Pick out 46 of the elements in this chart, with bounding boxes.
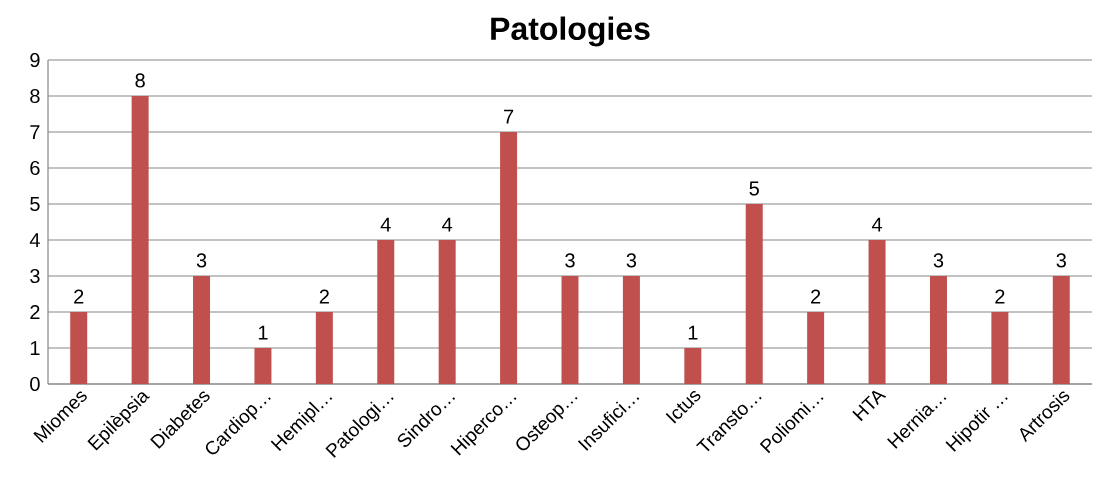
data-label: 4 [380,217,391,232]
y-tick-label: 6 [30,160,40,176]
data-label: 3 [565,253,575,268]
data-label: 8 [135,73,145,88]
bar [254,348,272,384]
bar [377,240,395,384]
data-label: 2 [319,289,329,304]
y-tick-label: 2 [30,305,40,319]
chart-title: Patologies [491,16,650,47]
bar [315,312,333,384]
data-label: 1 [688,325,698,340]
data-label: 1 [258,325,268,340]
bar [131,96,149,384]
bar [1052,276,1070,384]
bar [868,240,886,384]
bar [684,348,702,384]
y-tick-label: 8 [30,88,40,104]
data-label: 2 [995,289,1005,304]
bar [929,276,947,384]
data-label: 3 [626,253,637,268]
y-tick-label: 5 [30,197,40,211]
y-tick-label: 3 [30,268,40,284]
data-label: 2 [811,289,821,304]
data-label: 4 [871,217,883,232]
bar [622,276,640,384]
y-tick-label: 9 [30,52,40,68]
y-tick-label: 7 [30,125,40,139]
data-label: 3 [933,253,944,268]
data-label: 3 [196,253,207,268]
bar [70,312,88,384]
bar [807,312,825,384]
data-label: 7 [504,109,514,124]
y-tick-label: 1 [30,341,40,355]
bar [500,132,518,384]
data-label: 3 [1056,253,1066,268]
data-label: 4 [442,217,453,232]
bar [991,312,1009,384]
bar [438,240,456,384]
data-label: 5 [749,181,759,196]
bar [193,276,211,384]
bar [745,204,763,384]
y-tick-label: 0 [30,376,40,392]
data-label: 2 [74,289,84,304]
x-tick-label: HTA [852,390,887,422]
bar [561,276,579,384]
y-tick-label: 4 [29,233,40,247]
